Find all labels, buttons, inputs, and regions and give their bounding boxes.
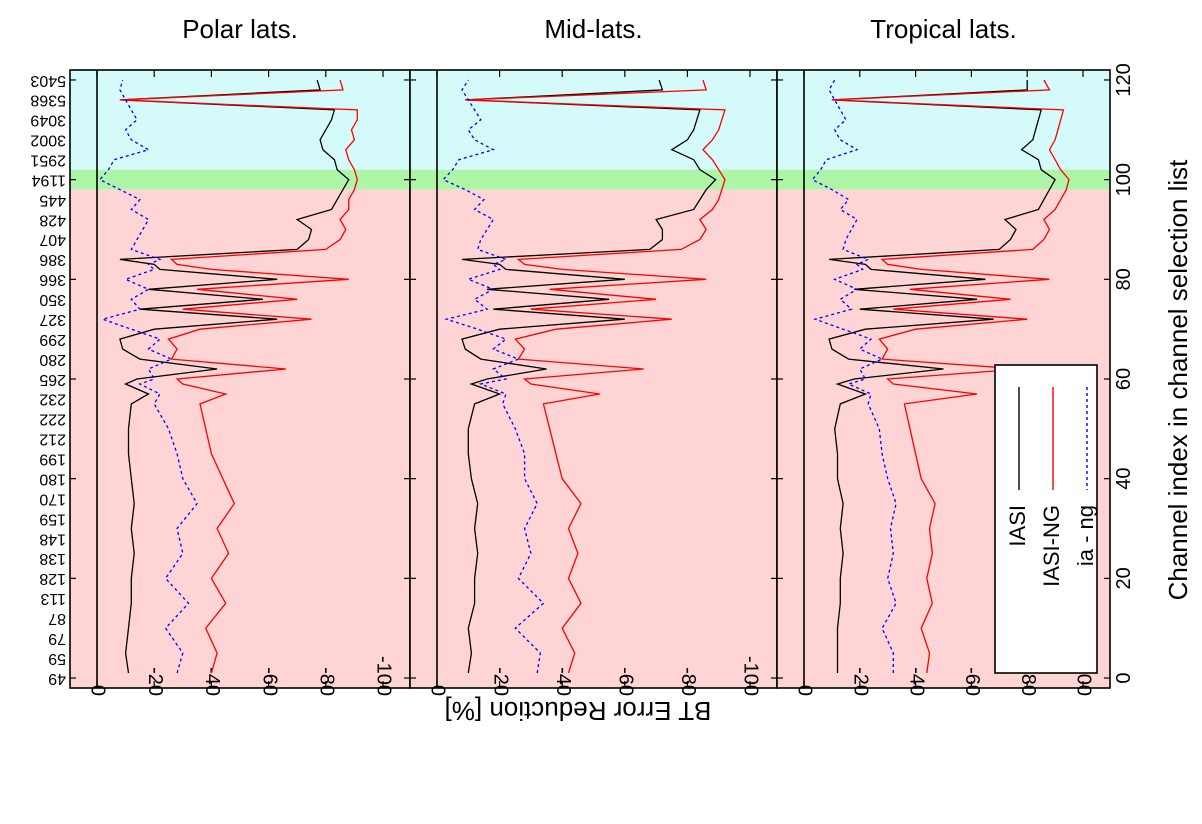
channel-label: 2951: [30, 151, 66, 168]
series-line-iasi-ng: [465, 79, 726, 674]
y-tick-label: 20: [1113, 567, 1135, 589]
x-tick-label: -20: [489, 667, 511, 696]
series-line-iasi-ng: [831, 79, 1070, 674]
band-green: [70, 169, 410, 190]
channel-label: 445: [39, 191, 66, 208]
channel-label: 5368: [30, 92, 66, 109]
panel-2: 0 -20 -40 -60 -80 -100 Mid-lats.: [409, 14, 778, 696]
band-cyan: [70, 70, 410, 170]
legend-box: [994, 364, 1098, 674]
y-axis-label: Channel index in channel selection list: [1163, 159, 1193, 601]
panel-title: Polar lats.: [182, 14, 298, 44]
channel-label: 138: [39, 550, 66, 567]
channel-label: 212: [39, 431, 66, 448]
channel-label: 3049: [30, 112, 66, 129]
channel-label: 232: [39, 391, 66, 408]
series-line-iasi: [119, 79, 350, 674]
channel-label: 350: [39, 291, 66, 308]
channel-label: 366: [39, 271, 66, 288]
channel-label: 3002: [30, 132, 66, 149]
x-tick-label: -100: [373, 656, 395, 696]
channel-label: 159: [39, 510, 66, 527]
channel-labels: 49 59 79 87 113 128 138 148 159 170 180 199 212 222 23…: [30, 72, 66, 687]
y-tick-label: 80: [1113, 268, 1135, 290]
x-tick-label: -80: [677, 667, 699, 696]
channel-label: 113: [40, 590, 66, 607]
x-tick-label: -40: [552, 667, 574, 696]
y-tick-label: 100: [1113, 163, 1135, 196]
x-tick-label: 0: [794, 685, 816, 696]
channel-label: 87: [48, 610, 66, 627]
channel-label: 327: [39, 311, 66, 328]
channel-label: 170: [39, 490, 66, 507]
channel-label: 280: [39, 351, 66, 368]
panel-title: Tropical lats.: [870, 14, 1016, 44]
x-axis-label: BT Error Reduction [%]: [445, 696, 712, 726]
channel-label: 5403: [30, 72, 66, 89]
band-pink: [70, 189, 410, 688]
channel-label: 265: [39, 371, 66, 388]
series-line-iasi: [461, 79, 717, 674]
x-tick-label: -20: [850, 667, 872, 696]
channel-label: 386: [39, 251, 66, 268]
band-cyan: [777, 70, 1110, 170]
series-line-ia-ng: [442, 79, 545, 674]
legend-label: IASI: [1005, 505, 1030, 547]
channel-label: 59: [48, 650, 66, 667]
x-tick-label: -40: [905, 667, 927, 696]
channel-label: 428: [39, 211, 66, 228]
chart-panels: 0 -20 -40 -60 -80 -100 Polar lats. 0 -20 -40 -60 -8…: [30, 14, 1135, 696]
channel-label: 199: [39, 451, 66, 468]
x-tick-label: -60: [615, 667, 637, 696]
x-tick-label: -20: [144, 667, 166, 696]
panel-frame: [776, 69, 1111, 689]
x-tick-label: 0: [427, 685, 449, 696]
y-tick-labels: 0 20 40 60 80 100 120: [1113, 63, 1135, 683]
y-tick-label: 0: [1113, 672, 1135, 683]
x-tick-label: -60: [961, 667, 983, 696]
band-green: [410, 169, 777, 190]
channel-label: 128: [39, 570, 66, 587]
band-pink: [410, 189, 777, 688]
x-tick-label: -80: [316, 667, 338, 696]
x-tick-label: -100: [740, 656, 762, 696]
channel-label: 222: [39, 411, 66, 428]
y-tick-label: 40: [1113, 468, 1135, 490]
legend-label: IASI-NG: [1039, 505, 1064, 587]
legend-label: ia - ng: [1073, 505, 1098, 566]
x-tick-label: 0: [87, 685, 109, 696]
band-cyan: [410, 70, 777, 170]
series-line-iasi: [828, 80, 1056, 673]
y-tick-label: 120: [1113, 63, 1135, 96]
channel-label: 299: [39, 331, 66, 348]
channel-label: 407: [39, 231, 66, 248]
channel-label: 79: [48, 630, 66, 647]
band-green: [777, 169, 1110, 190]
channel-label: 49: [48, 670, 66, 687]
panel-title: Mid-lats.: [544, 14, 642, 44]
channel-label: 1194: [31, 171, 66, 188]
channel-label: 148: [39, 530, 66, 547]
x-tick-label: -60: [258, 667, 280, 696]
y-tick-label: 60: [1113, 368, 1135, 390]
series-line-iasi-ng: [119, 79, 358, 674]
channel-label: 180: [39, 470, 66, 487]
legend: IASI IASI-NG ia - ng: [994, 364, 1098, 674]
